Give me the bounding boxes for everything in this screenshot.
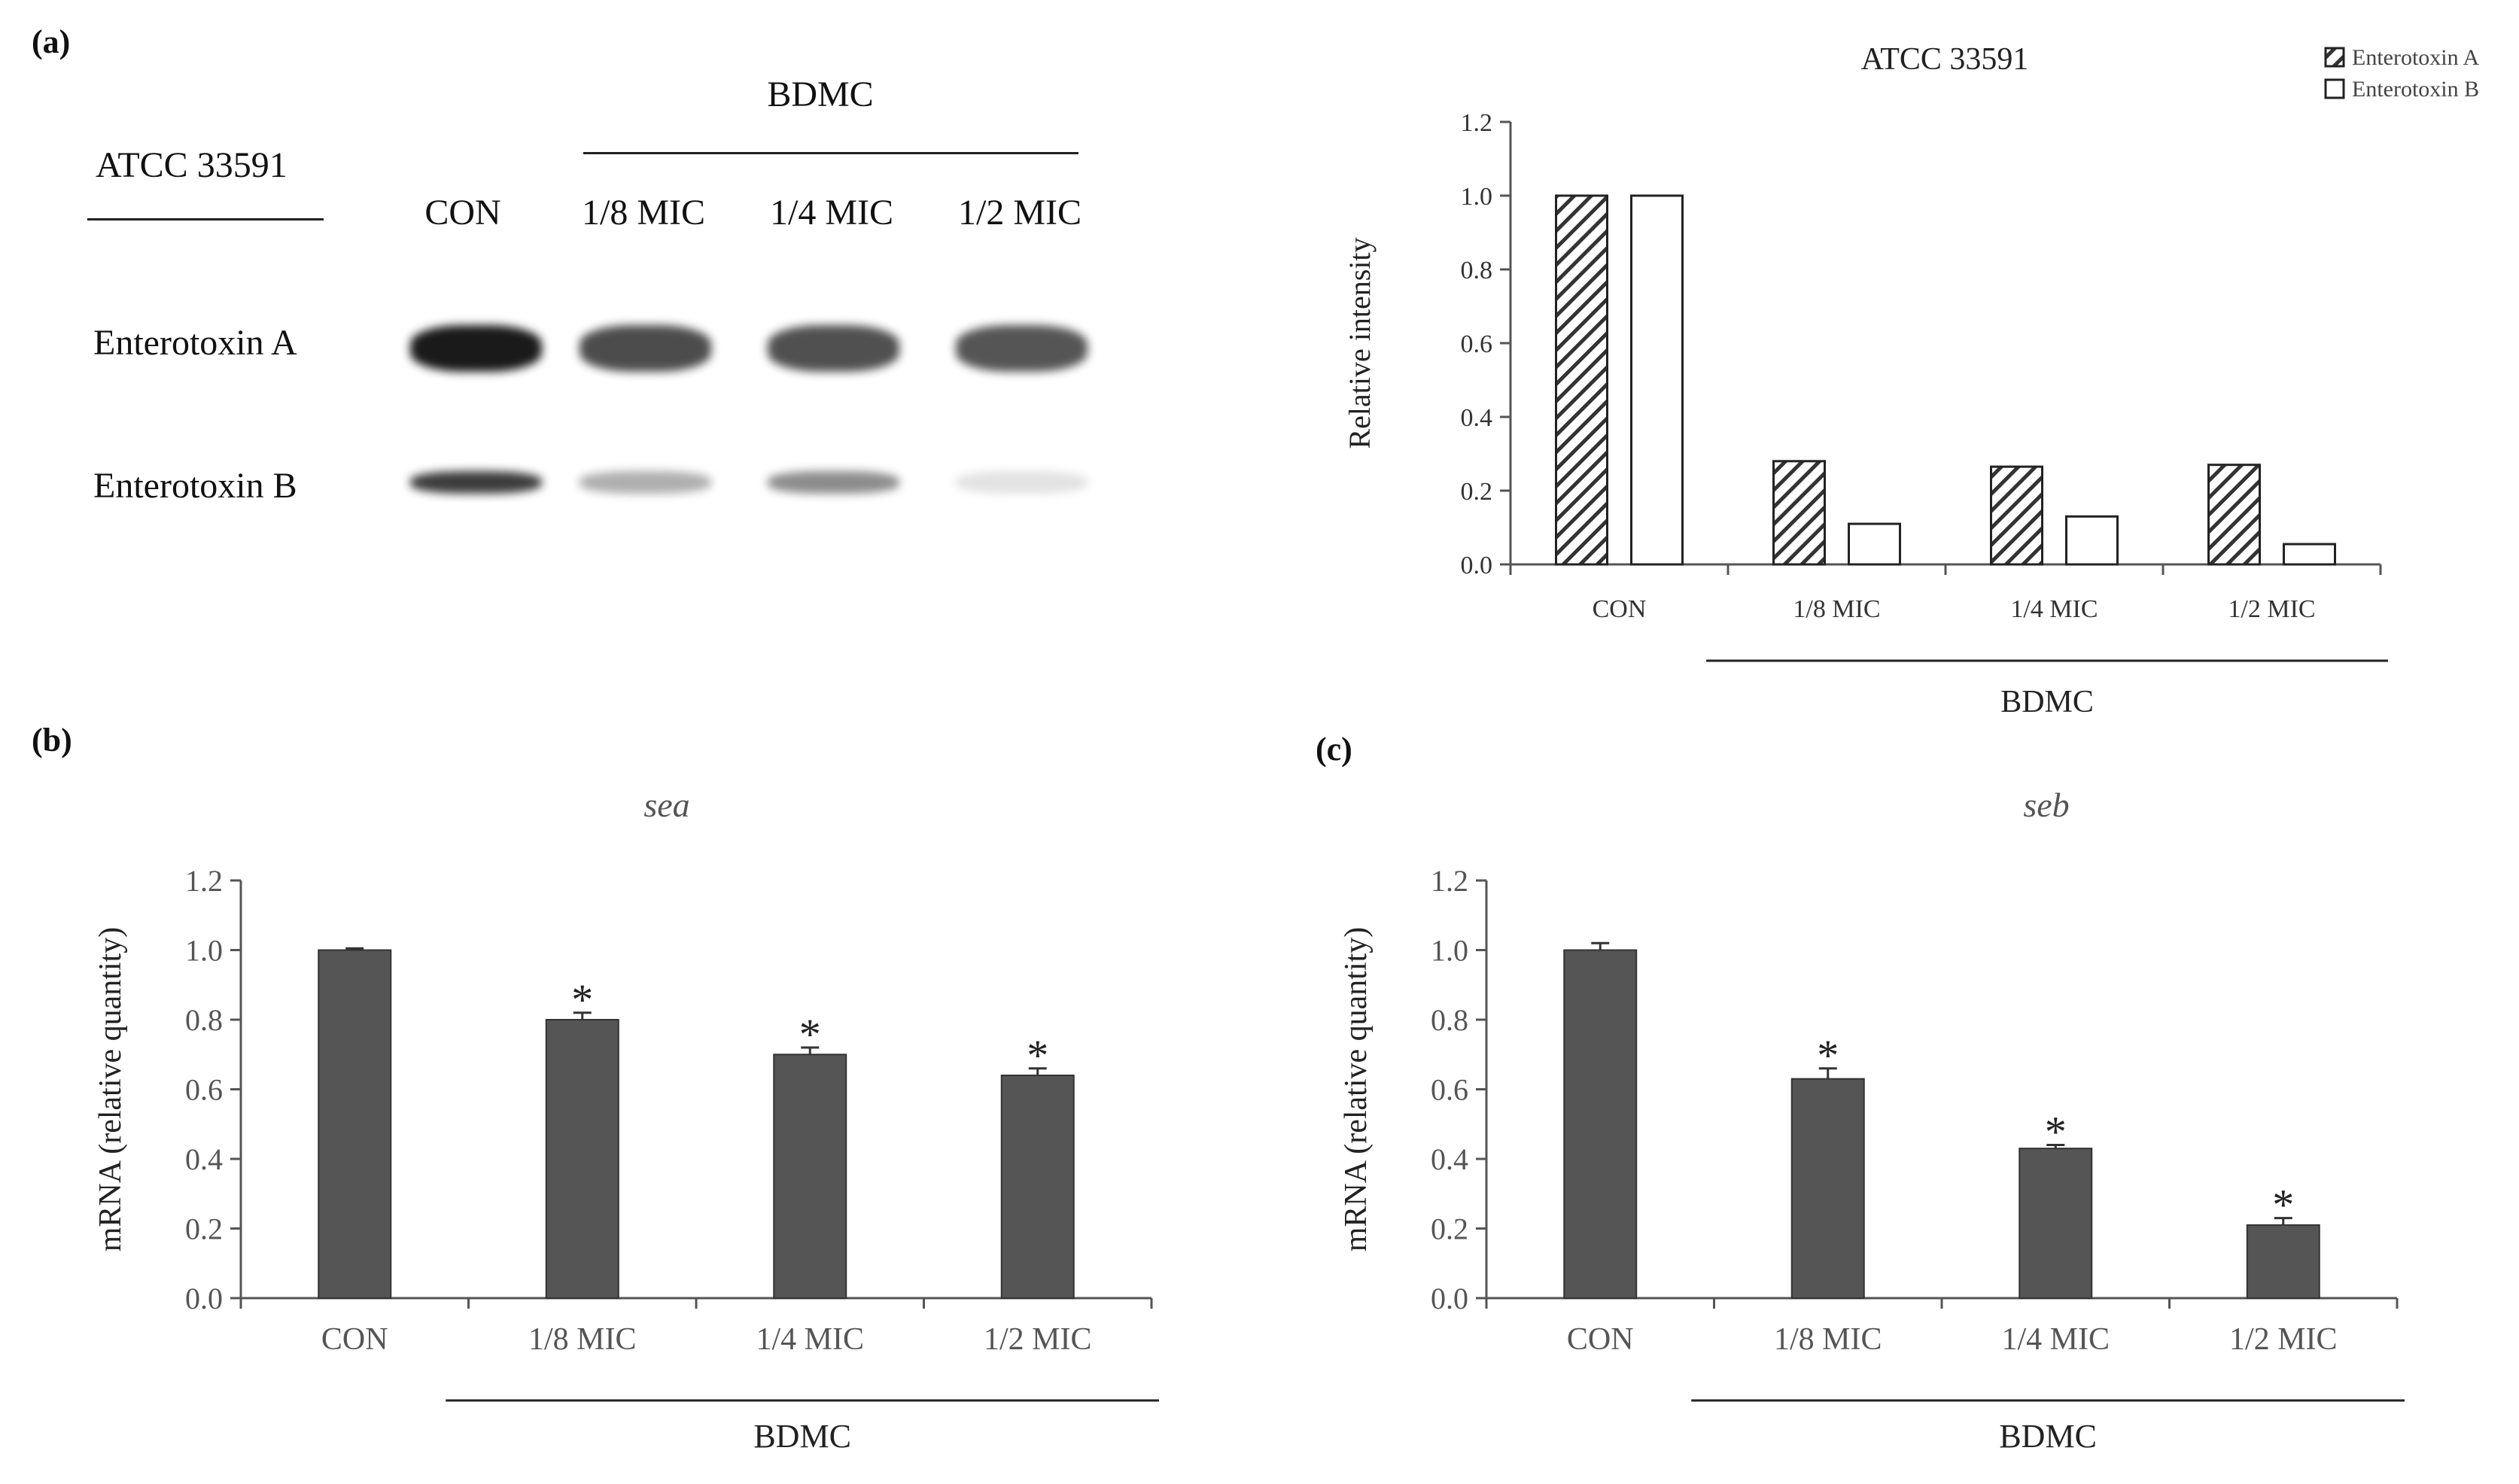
y-tick-label: 1.0 bbox=[1431, 934, 1468, 968]
significance-marker: * bbox=[2045, 1108, 2067, 1157]
y-tick-label: 0.8 bbox=[185, 1003, 223, 1037]
y-tick-label: 0.4 bbox=[1461, 404, 1493, 432]
x-tick-label: CON bbox=[1593, 595, 1647, 623]
significance-marker: * bbox=[1027, 1031, 1048, 1080]
blot-strain-label: ATCC 33591 bbox=[96, 145, 287, 185]
bar-enterotoxin-b bbox=[1848, 522, 1901, 566]
significance-marker: * bbox=[799, 1010, 821, 1059]
group-label: BDMC bbox=[753, 1418, 851, 1455]
blot-band bbox=[410, 471, 542, 494]
blot-band bbox=[768, 325, 899, 372]
blot-row-label: Enterotoxin A bbox=[93, 323, 297, 363]
y-tick-label: 0.0 bbox=[1461, 552, 1493, 579]
bar-enterotoxin-b bbox=[2065, 515, 2119, 566]
y-tick-label: 1.2 bbox=[1431, 864, 1468, 898]
seb-title: seb bbox=[2023, 786, 2069, 824]
bar-enterotoxin-a bbox=[1555, 194, 1608, 566]
blot-row-label: Enterotoxin B bbox=[93, 466, 297, 506]
bar-enterotoxin-b bbox=[1630, 194, 1684, 566]
y-tick-label: 0.2 bbox=[1431, 1212, 1468, 1246]
legend-entry: Enterotoxin A bbox=[2352, 45, 2479, 70]
y-tick-label: 0.0 bbox=[1431, 1282, 1468, 1315]
y-tick-label: 1.0 bbox=[1461, 183, 1493, 211]
x-tick-label: 1/8 MIC bbox=[1774, 1322, 1882, 1357]
x-tick-label: CON bbox=[1567, 1322, 1634, 1357]
sea-chart: sea 0.0 0.2 0.4 0.6 0.8 1.0 1.2 CON 1/8 MIC 1/4 M… bbox=[93, 786, 1159, 1455]
blot-lane-label: 1/2 MIC bbox=[957, 193, 1082, 233]
bar-enterotoxin-a bbox=[1772, 460, 1826, 566]
blot-band bbox=[580, 325, 711, 372]
bar bbox=[545, 1019, 619, 1299]
significance-marker: * bbox=[571, 975, 593, 1024]
y-tick-label: 0.2 bbox=[1461, 478, 1493, 506]
x-tick-label: 1/2 MIC bbox=[2228, 595, 2315, 623]
densitometry-title: ATCC 33591 bbox=[1861, 42, 2029, 77]
blot-band bbox=[956, 471, 1088, 494]
y-tick-label: 0.8 bbox=[1431, 1003, 1468, 1037]
bar bbox=[1790, 1078, 1865, 1299]
densitometry-legend: Enterotoxin A Enterotoxin B bbox=[2324, 45, 2479, 102]
bar bbox=[773, 1054, 847, 1299]
y-axis-label: mRNA (relative quantity) bbox=[1339, 927, 1374, 1252]
legend-swatch bbox=[2324, 78, 2345, 99]
x-tick-label: 1/4 MIC bbox=[756, 1322, 864, 1357]
bar bbox=[2019, 1148, 2093, 1299]
group-label: BDMC bbox=[1999, 1418, 2097, 1455]
y-tick-label: 0.6 bbox=[1461, 330, 1493, 358]
sea-title: sea bbox=[643, 786, 689, 824]
x-tick-label: 1/2 MIC bbox=[2229, 1322, 2338, 1357]
blot-band bbox=[768, 471, 899, 494]
bar-enterotoxin-a bbox=[2207, 464, 2261, 566]
y-tick-label: 0.6 bbox=[1431, 1073, 1468, 1107]
bar bbox=[1563, 949, 1638, 1299]
bar bbox=[1000, 1075, 1075, 1299]
blot-group-rule bbox=[583, 152, 1078, 154]
significance-marker: * bbox=[2272, 1181, 2294, 1230]
y-tick-label: 1.2 bbox=[1461, 109, 1493, 137]
bar bbox=[318, 949, 392, 1299]
x-tick-label: 1/8 MIC bbox=[528, 1322, 637, 1357]
panel-label-c: (c) bbox=[1316, 731, 1352, 768]
panel-label-b: (b) bbox=[32, 722, 72, 759]
blot-band bbox=[580, 471, 711, 494]
y-axis-label: mRNA (relative quantity) bbox=[93, 927, 128, 1252]
blot-group-label: BDMC bbox=[767, 75, 874, 114]
blot-lane-label: CON bbox=[424, 193, 501, 233]
blot-lane-label: 1/8 MIC bbox=[581, 193, 705, 233]
x-tick-label: CON bbox=[321, 1322, 388, 1357]
blot-strain-rule bbox=[87, 218, 324, 220]
y-tick-label: 0.8 bbox=[1461, 257, 1493, 284]
legend-swatch bbox=[2324, 47, 2345, 68]
y-tick-label: 1.0 bbox=[185, 934, 223, 968]
x-tick-label: 1/4 MIC bbox=[2001, 1322, 2110, 1357]
y-tick-label: 0.2 bbox=[185, 1212, 223, 1246]
blot-band bbox=[956, 325, 1088, 372]
y-tick-label: 0.4 bbox=[1431, 1142, 1468, 1176]
x-tick-label: 1/8 MIC bbox=[1793, 595, 1880, 623]
bar-enterotoxin-a bbox=[1990, 465, 2043, 566]
densitometry-chart: ATCC 33591 Enterotoxin A Enterotoxin B 0.… bbox=[1343, 42, 2479, 719]
blot-lane-label: 1/4 MIC bbox=[769, 193, 893, 233]
bar bbox=[2246, 1224, 2320, 1299]
x-tick-label: 1/2 MIC bbox=[984, 1322, 1092, 1357]
y-axis-label: Relative intensity bbox=[1343, 237, 1377, 449]
x-tick-label: 1/4 MIC bbox=[2010, 595, 2098, 623]
bar-enterotoxin-b bbox=[2283, 543, 2336, 566]
y-tick-label: 0.4 bbox=[185, 1142, 223, 1176]
y-tick-label: 1.2 bbox=[185, 864, 223, 898]
y-tick-label: 0.6 bbox=[185, 1073, 223, 1107]
legend-entry: Enterotoxin B bbox=[2352, 77, 2479, 102]
blot-band bbox=[410, 325, 542, 372]
seb-chart: seb 0.0 0.2 0.4 0.6 0.8 1.0 1.2 CON 1/8 MIC 1/4 M… bbox=[1339, 786, 2405, 1455]
group-label: BDMC bbox=[2000, 685, 2094, 719]
panel-label-a: (a) bbox=[32, 23, 71, 60]
significance-marker: * bbox=[1817, 1031, 1839, 1080]
y-tick-label: 0.0 bbox=[185, 1282, 223, 1315]
